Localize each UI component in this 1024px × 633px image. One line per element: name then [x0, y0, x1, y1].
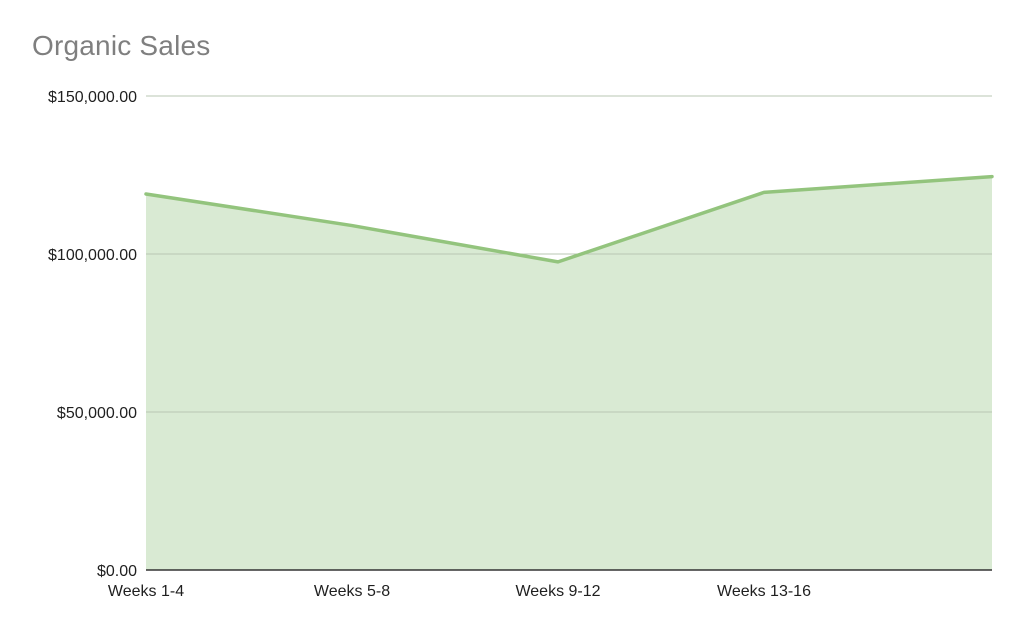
y-tick-label: $50,000.00 — [57, 405, 137, 422]
y-tick-labels: $0.00 $50,000.00 $100,000.00 $150,000.00 — [48, 89, 137, 580]
x-tick-label: Weeks 1-4 — [108, 583, 184, 600]
chart-title: Organic Sales — [32, 30, 211, 61]
y-tick-label: $150,000.00 — [48, 89, 137, 106]
x-tick-label: Weeks 13-16 — [717, 583, 811, 600]
y-tick-label: $100,000.00 — [48, 247, 137, 264]
x-tick-labels: Weeks 1-4 Weeks 5-8 Weeks 9-12 Weeks 13-16 — [108, 583, 811, 600]
y-tick-label: $0.00 — [97, 563, 137, 580]
gridlines-overlay — [146, 95, 992, 413]
x-tick-label: Weeks 9-12 — [515, 583, 600, 600]
area-fill — [146, 176, 992, 570]
x-tick-label: Weeks 5-8 — [314, 583, 390, 600]
series-line — [144, 174, 994, 264]
